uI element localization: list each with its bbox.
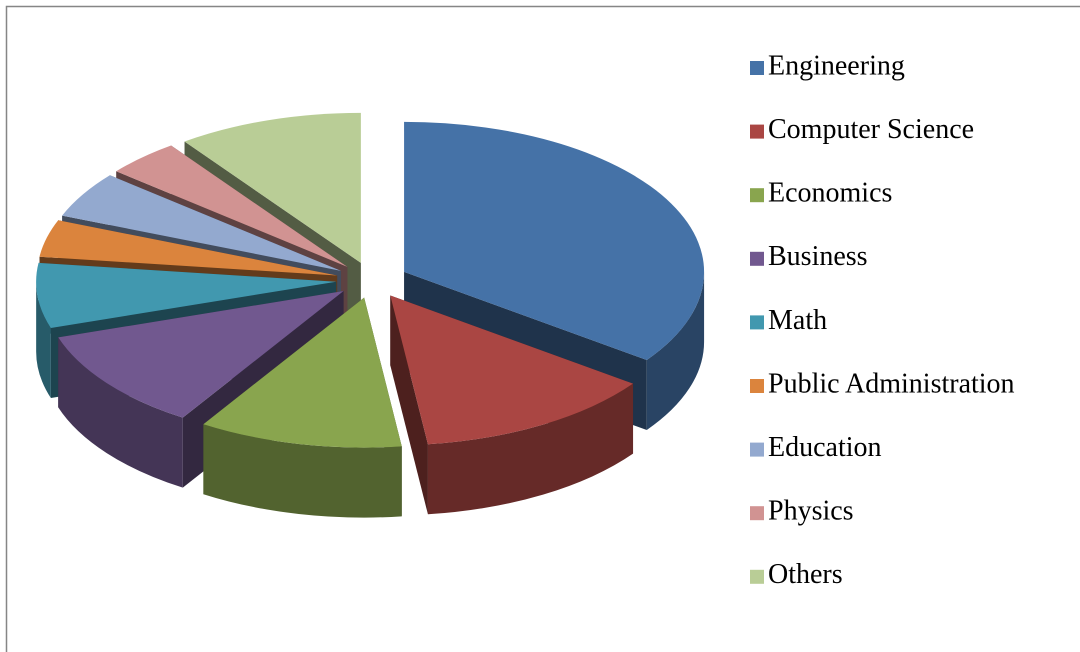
slice-outer-wall (646, 271, 705, 430)
slice (390, 295, 634, 515)
slice-side (390, 295, 428, 515)
legend-swatch (750, 124, 764, 139)
legend-label: Computer Science (768, 114, 974, 145)
legend-swatch (750, 569, 764, 584)
slice-outer-wall (58, 337, 183, 488)
slice-top (184, 112, 361, 263)
legend-label: Public Administration (768, 368, 1015, 399)
slice-top (390, 295, 634, 445)
legend-label: Math (768, 305, 827, 336)
legend-label: Business (768, 241, 868, 272)
slice-top (39, 220, 338, 276)
slice-top (36, 262, 337, 329)
legend-swatch (750, 251, 764, 266)
slice-outer-wall (427, 383, 634, 515)
slice-top (116, 145, 348, 267)
slice-top (58, 291, 344, 418)
slice-outer-wall (203, 424, 402, 518)
legend-swatch (750, 61, 764, 75)
legend-swatch (750, 379, 764, 393)
legend-swatch (750, 315, 764, 330)
slice-top (62, 175, 342, 271)
legend-label: Physics (768, 496, 854, 527)
legend-swatch (750, 506, 764, 521)
legend-swatch (750, 188, 764, 203)
legend-label: Education (768, 432, 882, 463)
slice (203, 297, 402, 518)
legend-swatch (750, 442, 764, 457)
legend-label: Economics (768, 178, 892, 209)
legend-label: Others (768, 559, 843, 590)
slice-top (404, 121, 705, 360)
slice-top (203, 297, 402, 448)
slice-outer-wall (36, 281, 51, 399)
legend-label: Engineering (768, 50, 905, 81)
